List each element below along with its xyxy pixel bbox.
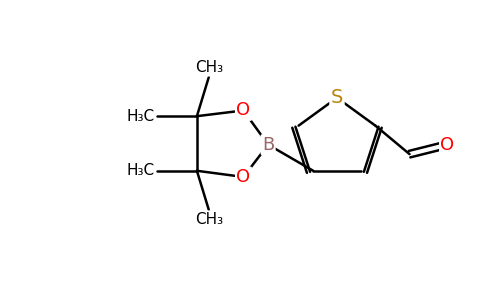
- Text: S: S: [331, 88, 343, 107]
- Text: H₃C: H₃C: [126, 109, 154, 124]
- Text: O: O: [440, 136, 454, 154]
- Text: O: O: [236, 168, 251, 186]
- Text: CH₃: CH₃: [195, 212, 223, 227]
- Text: B: B: [262, 136, 274, 154]
- Text: O: O: [236, 101, 251, 119]
- Text: CH₃: CH₃: [195, 60, 223, 75]
- Text: H₃C: H₃C: [126, 163, 154, 178]
